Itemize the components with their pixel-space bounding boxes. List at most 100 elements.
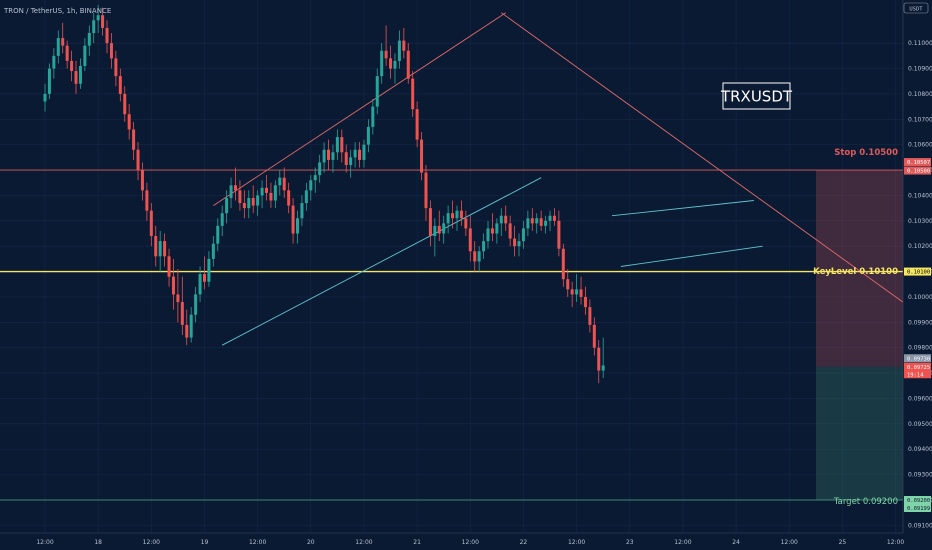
time-tick-label: 23: [626, 539, 634, 546]
candle: [265, 175, 268, 201]
candle-body: [207, 258, 211, 282]
price-tick-label: 0.09600: [908, 395, 932, 402]
candle: [601, 337, 605, 379]
candle: [273, 180, 277, 209]
chart-title: TRON / TetherUS, 1h, BINANCE: [3, 7, 111, 15]
candle: [451, 200, 455, 229]
currency-badge[interactable]: USDT: [903, 2, 929, 14]
candle: [171, 258, 175, 310]
price-tick-label: 0.09900: [908, 319, 932, 326]
candle-body: [127, 114, 131, 130]
countdown-tag-bg: [904, 370, 931, 379]
candle: [597, 340, 601, 384]
candle-body: [185, 324, 189, 338]
symbol-box-label: TRXUSDT: [720, 88, 793, 106]
candle: [389, 45, 393, 79]
target-tag: 0.09200: [904, 496, 931, 505]
candle: [251, 185, 255, 214]
candle-body: [490, 228, 494, 234]
candle-body: [504, 215, 508, 224]
candle-body: [167, 256, 171, 277]
candle: [366, 119, 370, 153]
candle-body: [109, 43, 113, 59]
candle-body: [47, 68, 51, 94]
price-tick-label: 0.09100: [908, 522, 932, 529]
candle: [123, 86, 127, 122]
candle-body: [309, 180, 313, 191]
candle: [575, 274, 579, 303]
candle-body: [592, 324, 596, 348]
candle-body: [508, 223, 512, 239]
candle: [269, 182, 273, 209]
time-tick-label: 25: [839, 539, 847, 546]
candle: [442, 215, 446, 244]
candle-body: [561, 248, 565, 280]
candle-body: [464, 218, 468, 229]
target-tag-lower-bg: [904, 504, 931, 513]
candle-body: [513, 238, 517, 247]
candle: [114, 50, 118, 87]
candle: [557, 210, 561, 257]
candle: [216, 218, 220, 252]
candle: [393, 53, 397, 84]
candle-body: [420, 139, 424, 173]
candle-body: [335, 137, 339, 153]
candle-body: [180, 302, 184, 325]
candle: [358, 142, 362, 168]
current-tag-upper-bg: [904, 354, 931, 363]
key-level-tag-bg: [904, 267, 931, 276]
candle-body: [287, 190, 291, 206]
stop-tag: 0.10500: [904, 166, 931, 175]
stop-tag-upper-text: 0.10507: [907, 160, 930, 166]
candle: [455, 205, 459, 231]
price-tags: 0.10507 0.10500 0.10100 0.09730 0.0972519:14…: [904, 158, 931, 513]
candle: [70, 50, 74, 82]
candle: [459, 200, 463, 226]
candle: [132, 121, 136, 160]
candle: [313, 167, 317, 193]
candle-body: [154, 236, 158, 257]
candle-body: [371, 106, 375, 127]
candle-body: [535, 218, 539, 224]
target-tag-lower-text: 0.09199: [907, 506, 930, 512]
stop-zone: [816, 170, 903, 367]
candle-body: [424, 172, 428, 209]
candle: [588, 299, 592, 333]
candle-body: [149, 210, 153, 237]
candle-body: [411, 78, 415, 110]
time-tick-label: 12:00: [36, 539, 53, 546]
candle: [260, 180, 264, 209]
trendline-channel-bottom: [620, 245, 763, 267]
time-tick-label: 12:00: [249, 539, 266, 546]
candle: [504, 205, 508, 231]
candle: [282, 167, 286, 198]
stop-label: Stop 0.10500: [834, 148, 898, 158]
candle: [233, 167, 237, 201]
candle: [180, 276, 184, 336]
candle-body: [570, 289, 574, 295]
candle: [592, 317, 596, 356]
candle: [87, 25, 91, 56]
candle: [287, 182, 291, 214]
candle: [424, 164, 428, 221]
price-tick-label: 0.09300: [908, 472, 932, 479]
candle-body: [296, 218, 300, 234]
candle-body: [362, 144, 366, 160]
candle: [291, 197, 295, 244]
candle-body: [384, 50, 388, 59]
candle: [56, 30, 60, 64]
candle: [109, 32, 113, 69]
key-level-tag-text: 0.10100: [907, 270, 930, 276]
candle: [247, 190, 251, 219]
time-tick-label: 12:00: [887, 539, 904, 546]
candle: [127, 104, 131, 140]
candle: [473, 241, 477, 272]
target-zone: [816, 366, 903, 501]
candle: [521, 220, 525, 249]
candle: [579, 276, 583, 305]
candle-body: [56, 38, 60, 56]
candle-body: [526, 218, 530, 229]
candle: [185, 309, 189, 346]
